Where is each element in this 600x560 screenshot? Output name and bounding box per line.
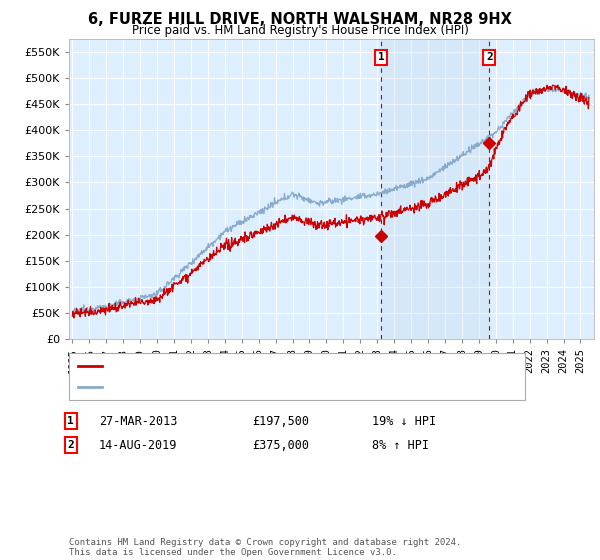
Text: 1: 1 xyxy=(378,53,385,62)
Text: 1: 1 xyxy=(67,416,74,426)
Text: HPI: Average price, detached house, North Norfolk: HPI: Average price, detached house, Nort… xyxy=(108,382,414,392)
Text: 19% ↓ HPI: 19% ↓ HPI xyxy=(372,414,436,428)
Text: Contains HM Land Registry data © Crown copyright and database right 2024.
This d: Contains HM Land Registry data © Crown c… xyxy=(69,538,461,557)
Text: 6, FURZE HILL DRIVE, NORTH WALSHAM, NR28 9HX (detached house): 6, FURZE HILL DRIVE, NORTH WALSHAM, NR28… xyxy=(108,361,489,371)
Text: 8% ↑ HPI: 8% ↑ HPI xyxy=(372,438,429,452)
Text: 2: 2 xyxy=(67,440,74,450)
Text: £375,000: £375,000 xyxy=(252,438,309,452)
Text: £197,500: £197,500 xyxy=(252,414,309,428)
Text: 2: 2 xyxy=(486,53,493,62)
Text: 6, FURZE HILL DRIVE, NORTH WALSHAM, NR28 9HX: 6, FURZE HILL DRIVE, NORTH WALSHAM, NR28… xyxy=(88,12,512,27)
Text: 14-AUG-2019: 14-AUG-2019 xyxy=(99,438,178,452)
Text: Price paid vs. HM Land Registry's House Price Index (HPI): Price paid vs. HM Land Registry's House … xyxy=(131,24,469,36)
Text: 27-MAR-2013: 27-MAR-2013 xyxy=(99,414,178,428)
Bar xyxy=(381,39,490,339)
